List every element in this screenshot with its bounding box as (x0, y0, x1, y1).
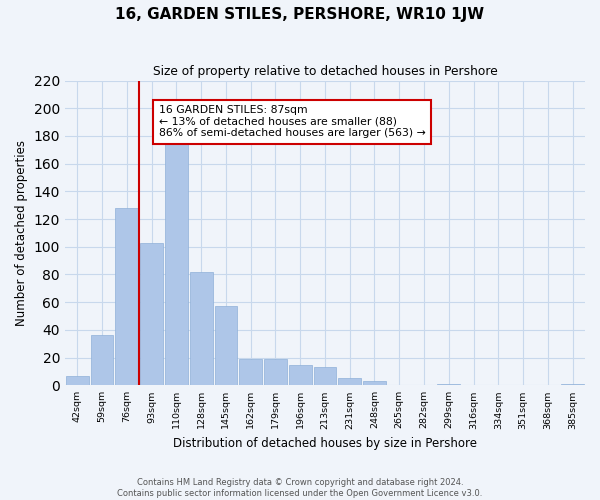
Bar (239, 359, 262, 386)
Bar (264, 359, 287, 386)
Bar (165, 132, 188, 386)
Bar (140, 242, 163, 386)
Bar (190, 272, 212, 386)
Bar (437, 384, 460, 386)
X-axis label: Distribution of detached houses by size in Pershore: Distribution of detached houses by size … (173, 437, 477, 450)
Bar (314, 368, 337, 386)
Bar (289, 364, 311, 386)
Bar (115, 208, 138, 386)
Text: 16, GARDEN STILES, PERSHORE, WR10 1JW: 16, GARDEN STILES, PERSHORE, WR10 1JW (115, 8, 485, 22)
Bar (338, 378, 361, 386)
Title: Size of property relative to detached houses in Pershore: Size of property relative to detached ho… (152, 65, 497, 78)
Bar (66, 376, 89, 386)
Bar (215, 306, 237, 386)
Bar (363, 381, 386, 386)
Bar (561, 384, 584, 386)
Bar (91, 336, 113, 386)
Text: 16 GARDEN STILES: 87sqm
← 13% of detached houses are smaller (88)
86% of semi-de: 16 GARDEN STILES: 87sqm ← 13% of detache… (158, 105, 425, 138)
Text: Contains HM Land Registry data © Crown copyright and database right 2024.
Contai: Contains HM Land Registry data © Crown c… (118, 478, 482, 498)
Y-axis label: Number of detached properties: Number of detached properties (15, 140, 28, 326)
